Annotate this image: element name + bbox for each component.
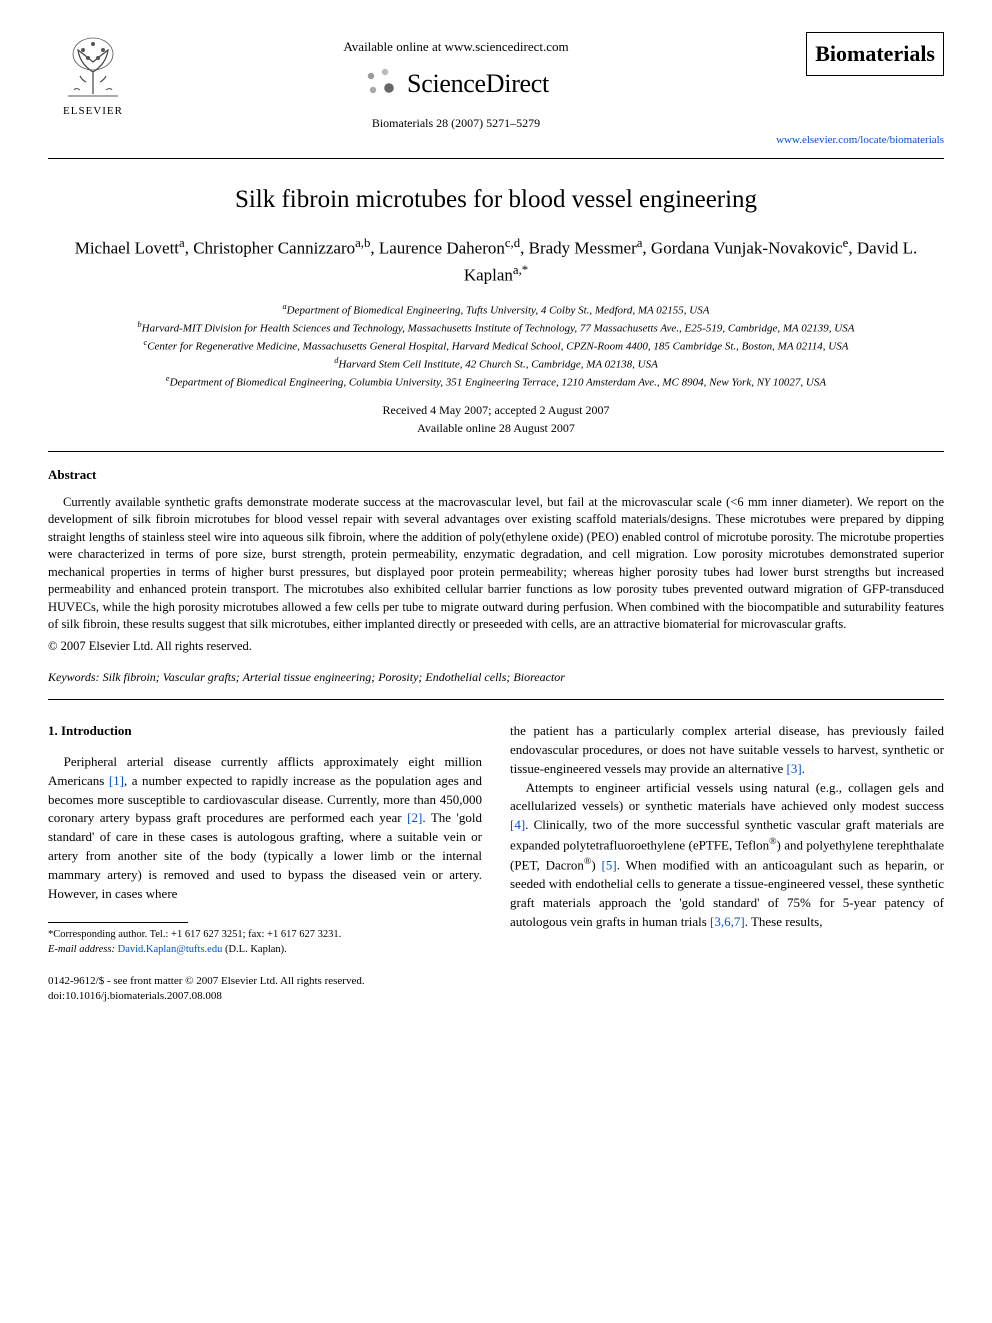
- article-title: Silk fibroin microtubes for blood vessel…: [48, 183, 944, 217]
- intro-para-left: Peripheral arterial disease currently af…: [48, 753, 482, 904]
- affiliations-block: aDepartment of Biomedical Engineering, T…: [48, 301, 944, 392]
- received-date: Received 4 May 2007; accepted 2 August 2…: [383, 403, 610, 417]
- abstract-copyright: © 2007 Elsevier Ltd. All rights reserved…: [48, 638, 944, 655]
- keywords-line: Keywords: Silk fibroin; Vascular grafts;…: [48, 669, 944, 685]
- corresponding-author-note: *Corresponding author. Tel.: +1 617 627 …: [48, 927, 482, 959]
- elsevier-logo-block: ELSEVIER: [48, 32, 138, 119]
- intro-para-right-2: Attempts to engineer artificial vessels …: [510, 779, 944, 932]
- rule-below-keywords: [48, 699, 944, 700]
- header-row: ELSEVIER Available online at www.science…: [48, 32, 944, 148]
- authors-line: Michael Lovetta, Christopher Cannizzaroa…: [48, 234, 944, 288]
- doi-text: doi:10.1016/j.biomaterials.2007.08.008: [48, 990, 222, 1002]
- rule-top: [48, 158, 944, 159]
- keywords-text: Silk fibroin; Vascular grafts; Arterial …: [103, 670, 565, 684]
- left-column: 1. Introduction Peripheral arterial dise…: [48, 722, 482, 1005]
- right-column: the patient has a particularly complex a…: [510, 722, 944, 1005]
- corresponding-text: *Corresponding author. Tel.: +1 617 627 …: [48, 929, 341, 940]
- sciencedirect-row: ScienceDirect: [138, 66, 774, 101]
- email-link[interactable]: David.Kaplan@tufts.edu: [118, 944, 223, 955]
- section-1-heading: 1. Introduction: [48, 722, 482, 741]
- email-label: E-mail address:: [48, 944, 115, 955]
- footnote-rule: [48, 922, 188, 923]
- elsevier-tree-icon: [58, 32, 128, 102]
- citation-line: Biomaterials 28 (2007) 5271–5279: [138, 115, 774, 131]
- front-matter-text: 0142-9612/$ - see front matter © 2007 El…: [48, 975, 365, 987]
- sciencedirect-icon: [363, 66, 397, 100]
- elsevier-label: ELSEVIER: [63, 104, 123, 119]
- body-columns: 1. Introduction Peripheral arterial dise…: [48, 722, 944, 1005]
- right-header-block: Biomaterials www.elsevier.com/locate/bio…: [774, 32, 944, 148]
- keywords-label: Keywords:: [48, 670, 100, 684]
- available-online-text: Available online at www.sciencedirect.co…: [138, 38, 774, 56]
- email-person: (D.L. Kaplan).: [225, 944, 287, 955]
- online-date: Available online 28 August 2007: [417, 421, 575, 435]
- journal-url-link[interactable]: www.elsevier.com/locate/biomaterials: [776, 134, 944, 146]
- dates-block: Received 4 May 2007; accepted 2 August 2…: [48, 401, 944, 437]
- center-header-block: Available online at www.sciencedirect.co…: [138, 32, 774, 131]
- abstract-body: Currently available synthetic grafts dem…: [48, 494, 944, 634]
- footer-left: 0142-9612/$ - see front matter © 2007 El…: [48, 974, 482, 1005]
- rule-above-abstract: [48, 451, 944, 452]
- sciencedirect-text: ScienceDirect: [407, 66, 549, 101]
- abstract-heading: Abstract: [48, 466, 944, 484]
- intro-para-right-1: the patient has a particularly complex a…: [510, 722, 944, 779]
- journal-name: Biomaterials: [806, 32, 944, 76]
